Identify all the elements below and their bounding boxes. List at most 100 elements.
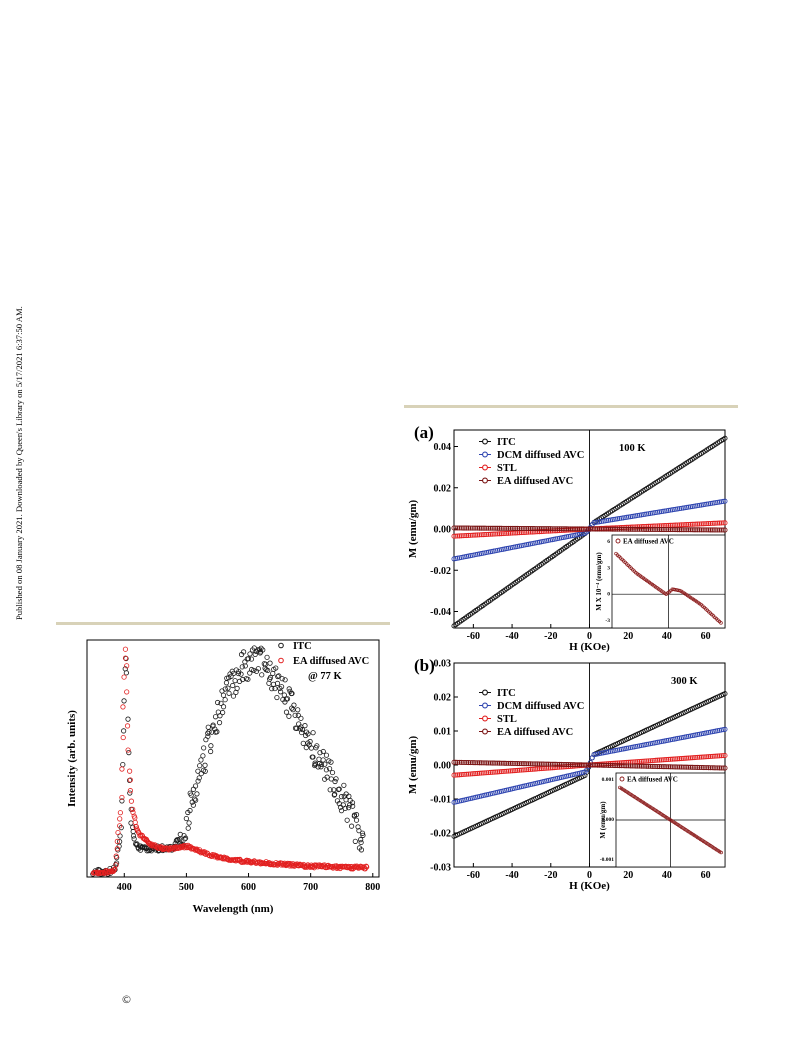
data-point [722, 752, 728, 759]
data-point [626, 526, 632, 532]
data-point [697, 527, 703, 533]
data-point [655, 757, 661, 763]
data-point [687, 521, 693, 527]
data-point [222, 686, 228, 692]
data-point [113, 853, 119, 859]
data-point [646, 763, 652, 769]
data-point [509, 768, 515, 774]
data-point [518, 761, 524, 767]
data-point [533, 766, 539, 772]
data-point [535, 761, 541, 767]
data-point [584, 526, 590, 532]
data-point [698, 765, 704, 771]
data-point [633, 513, 639, 519]
data-point [258, 645, 264, 651]
data-point [460, 525, 466, 531]
inset-data-point [672, 587, 676, 592]
x-tick-label: 0 [587, 631, 592, 642]
data-point [333, 776, 339, 782]
data-point [640, 512, 646, 518]
data-point [504, 768, 510, 774]
data-point [201, 745, 207, 751]
data-point [312, 762, 318, 769]
data-point [493, 531, 499, 537]
data-point [536, 526, 543, 532]
data-point [611, 526, 617, 532]
data-point [715, 520, 721, 526]
data-point [209, 729, 215, 735]
data-point [580, 762, 586, 768]
data-point [349, 800, 356, 806]
data-point [715, 753, 721, 759]
legend-label: EA diffused AVC [497, 476, 573, 487]
x-tick-label: 60 [701, 631, 711, 642]
data-point [498, 769, 504, 775]
data-point [358, 839, 364, 846]
data-point [664, 764, 670, 770]
data-point [466, 760, 472, 766]
inset-data-point [673, 587, 678, 592]
data-point [591, 526, 597, 532]
data-point [684, 504, 690, 510]
data-point [573, 526, 579, 532]
data-point [658, 509, 664, 515]
data-point [722, 765, 728, 771]
x-tick-label: 20 [623, 631, 633, 642]
data-point [649, 526, 655, 533]
data-point [464, 760, 470, 766]
data-point [678, 527, 684, 533]
data-point [715, 499, 721, 505]
data-point [198, 757, 204, 763]
data-point [686, 504, 692, 510]
data-point [247, 651, 253, 657]
data-point [467, 760, 473, 766]
data-point [291, 702, 297, 708]
data-point [569, 762, 575, 768]
data-point [476, 525, 482, 531]
inset-y-tick-label: 0.000 [602, 817, 615, 823]
data-point [302, 723, 308, 729]
data-point [673, 506, 679, 512]
data-point [315, 764, 321, 770]
series-3 [451, 759, 728, 771]
data-point [200, 753, 206, 759]
data-point [467, 771, 473, 777]
data-point [595, 762, 601, 768]
x-tick-label: 400 [117, 882, 132, 893]
data-point [202, 768, 208, 774]
data-point [276, 673, 282, 679]
data-point [323, 752, 330, 758]
data-point [502, 525, 508, 531]
data-point [192, 783, 199, 789]
data-point [677, 506, 683, 512]
data-point [498, 525, 504, 531]
data-point [700, 502, 706, 508]
data-point [587, 762, 593, 768]
inset-y-tick-label: 3 [607, 565, 610, 571]
data-point [689, 527, 695, 533]
data-point [462, 533, 468, 539]
inset-y-tick-label: 6 [607, 539, 610, 545]
data-point [111, 867, 117, 873]
inset-data-point [675, 588, 679, 592]
data-point [564, 526, 570, 532]
data-point [706, 501, 712, 507]
data-point [348, 823, 355, 829]
data-point [686, 764, 692, 770]
data-point [673, 527, 679, 533]
data-point [713, 765, 719, 771]
data-point [626, 514, 632, 520]
data-point [504, 525, 510, 531]
data-point [286, 686, 292, 692]
data-point [535, 526, 541, 532]
y-tick-label: 0.04 [434, 442, 452, 453]
data-point [258, 859, 264, 865]
data-point [515, 767, 521, 773]
data-point [586, 762, 592, 768]
data-point [208, 748, 214, 755]
data-point [646, 758, 652, 764]
data-point [332, 778, 338, 785]
x-axis-label: H (KOe) [569, 880, 610, 892]
data-point [691, 764, 697, 770]
data-point [489, 531, 495, 537]
